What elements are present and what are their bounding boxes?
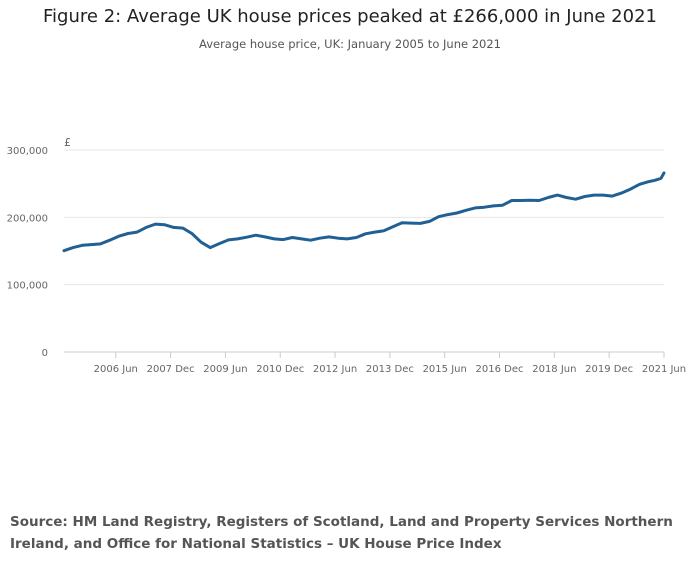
x-tick-label: 2018 Jun	[532, 364, 576, 375]
x-tick-label: 2015 Jun	[423, 364, 467, 375]
y-tick-label: 200,000	[7, 213, 48, 224]
x-tick-label: 2006 Jun	[94, 364, 138, 375]
x-tick-label: 2019 Dec	[585, 364, 633, 375]
y-tick-label: 0	[42, 348, 48, 359]
x-tick-label: 2013 Dec	[366, 364, 414, 375]
x-tick-label: 2007 Dec	[147, 364, 195, 375]
x-tick-label: 2016 Dec	[476, 364, 524, 375]
y-unit-label: £	[64, 136, 71, 149]
y-tick-label: 100,000	[7, 281, 48, 292]
house-price-series-line	[62, 171, 666, 253]
chart-title: Figure 2: Average UK house prices peaked…	[43, 6, 657, 27]
x-tick-label: 2021 Jun	[642, 364, 686, 375]
x-tick-label: 2012 Jun	[313, 364, 357, 375]
source-note: Source: HM Land Registry, Registers of S…	[10, 514, 673, 552]
chart-subtitle: Average house price, UK: January 2005 to…	[199, 37, 501, 51]
x-tick-label: 2009 Jun	[203, 364, 247, 375]
y-tick-label: 300,000	[7, 146, 48, 157]
x-tick-label: 2010 Dec	[256, 364, 304, 375]
